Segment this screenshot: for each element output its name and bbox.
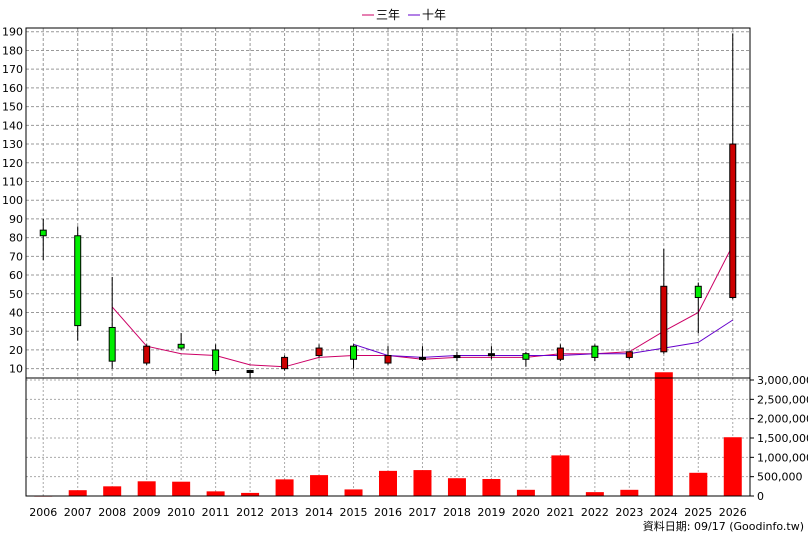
year-tick-label: 2021 [546, 506, 574, 519]
candle-body [108, 326, 116, 362]
candle-body [74, 235, 82, 327]
candle-body [39, 229, 47, 237]
price-tick-label: 170 [2, 63, 23, 76]
candlesticks [39, 33, 737, 378]
price-tick-label: 60 [9, 269, 23, 282]
candle-body [487, 353, 495, 357]
price-tick-label: 140 [2, 119, 23, 132]
volume-bar [723, 437, 742, 496]
grid [26, 28, 750, 496]
candle-body [143, 345, 151, 364]
year-tick-label: 2006 [29, 506, 57, 519]
price-tick-label: 160 [2, 82, 23, 95]
year-tick-label: 2024 [650, 506, 678, 519]
candle-body [591, 345, 599, 358]
price-tick-label: 40 [9, 306, 23, 319]
candle-body [660, 285, 668, 353]
candle-body [246, 370, 254, 374]
volume-panel-frame [25, 377, 751, 497]
volume-tick-label: 1,000,000 [757, 451, 808, 464]
candle-body [522, 353, 530, 360]
year-tick-label: 2019 [477, 506, 505, 519]
candle-body [625, 351, 633, 358]
candle-body [281, 356, 289, 370]
year-tick-label: 2018 [443, 506, 471, 519]
volume-bar [379, 470, 397, 496]
volume-bar [275, 479, 294, 496]
year-tick-label: 2017 [408, 506, 436, 519]
volume-tick-label: 3,000,000 [757, 374, 808, 387]
volume-bar [172, 481, 191, 496]
price-tick-label: 110 [2, 175, 23, 188]
legend-label-three-year: 三年 [376, 8, 400, 22]
year-tick-label: 2026 [719, 506, 747, 519]
price-tick-label: 130 [2, 138, 23, 151]
volume-bar [689, 472, 708, 496]
volume-bar [206, 491, 225, 496]
price-tick-label: 150 [2, 101, 23, 114]
year-tick-label: 2009 [133, 506, 161, 519]
volume-tick-label: 0 [757, 490, 764, 503]
volume-bar [551, 455, 570, 496]
price-tick-label: 70 [9, 250, 23, 263]
volume-bar [447, 478, 466, 496]
year-tick-label: 2013 [271, 506, 299, 519]
price-tick-label: 80 [9, 232, 23, 245]
legend: 三年 十年 [362, 8, 446, 22]
price-tick-label: 190 [2, 26, 23, 39]
ten-year-line [353, 319, 734, 358]
volume-bar [103, 486, 122, 496]
year-tick-label: 2008 [98, 506, 126, 519]
year-tick-label: 2020 [512, 506, 540, 519]
price-tick-label: 90 [9, 213, 23, 226]
candle-body [729, 143, 737, 299]
year-tick-label: 2023 [615, 506, 643, 519]
price-tick-label: 30 [9, 325, 23, 338]
volume-bar [310, 475, 329, 496]
volume-bar [413, 470, 432, 496]
candle-body [315, 347, 323, 357]
volume-bar [585, 492, 604, 496]
volume-bar [654, 372, 673, 496]
legend-label-ten-year: 十年 [422, 8, 446, 22]
price-tick-label: 180 [2, 44, 23, 57]
volume-bar [620, 489, 639, 496]
candle-body [384, 355, 392, 364]
price-tick-label: 10 [9, 363, 23, 376]
volume-bar [241, 492, 260, 496]
price-tick-label: 100 [2, 194, 23, 207]
candle-body [350, 345, 358, 360]
year-tick-label: 2022 [581, 506, 609, 519]
volume-bar [137, 481, 156, 496]
volume-tick-label: 500,000 [757, 471, 803, 484]
year-tick-label: 2016 [374, 506, 402, 519]
candle-body [453, 355, 461, 359]
candle-body [694, 285, 702, 299]
year-tick-label: 2007 [64, 506, 92, 519]
candle-body [556, 347, 564, 360]
year-tick-label: 2014 [305, 506, 333, 519]
year-tick-label: 2015 [340, 506, 368, 519]
year-tick-label: 2011 [202, 506, 230, 519]
volume-bar [516, 489, 535, 496]
price-tick-label: 120 [2, 157, 23, 170]
volume-tick-label: 2,500,000 [757, 393, 808, 406]
candle-body [418, 356, 426, 360]
year-tick-label: 2012 [236, 506, 264, 519]
price-tick-label: 50 [9, 288, 23, 301]
volume-bar [68, 490, 87, 496]
volume-tick-label: 2,000,000 [757, 413, 808, 426]
volume-bar [482, 478, 501, 496]
axes: 10 20 30 40 50 60 70 80 90 100 110 120 130 140 150 160 1… [2, 26, 808, 519]
price-tick-label: 20 [9, 344, 23, 357]
candle-body [212, 349, 220, 372]
volume-bar [344, 489, 363, 496]
candle-body [177, 343, 185, 349]
volume-bars [34, 372, 742, 497]
year-tick-label: 2025 [684, 506, 712, 519]
year-tick-label: 2010 [167, 506, 195, 519]
data-date-note: 資料日期: 09/17 (Goodinfo.tw) [643, 519, 804, 533]
volume-tick-label: 1,500,000 [757, 432, 808, 445]
